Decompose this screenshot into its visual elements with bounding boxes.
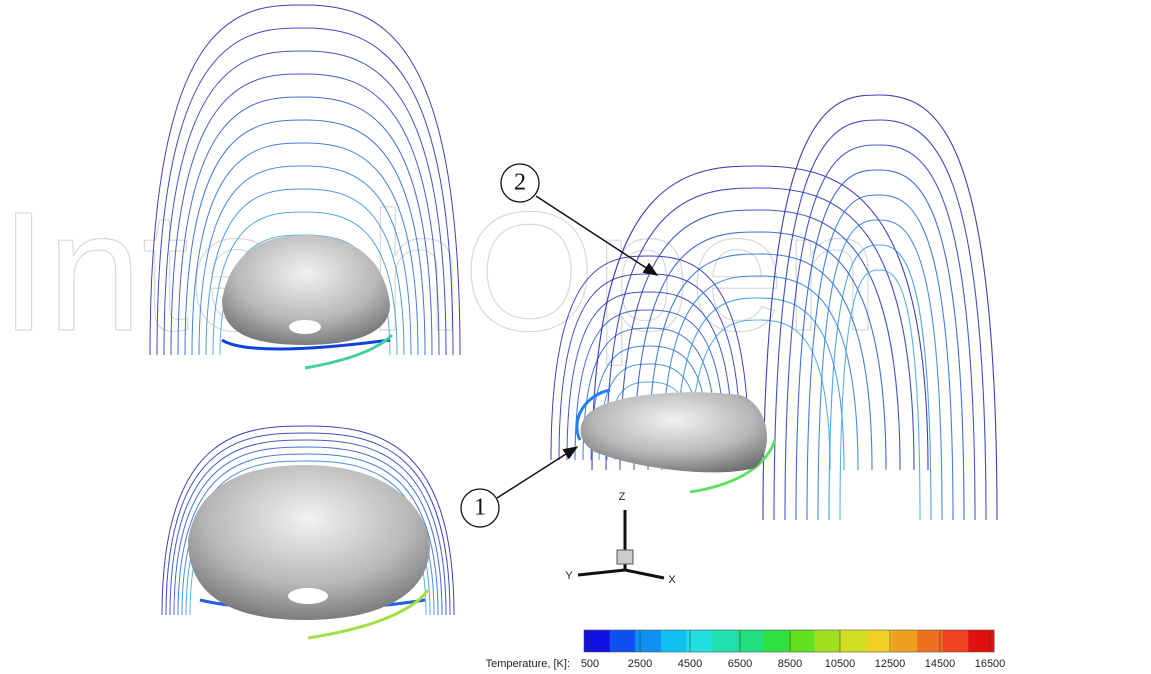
axis-triad xyxy=(578,510,664,578)
callout-label: 1 xyxy=(474,495,486,521)
colorbar-segment xyxy=(943,630,969,652)
colorbar-tick-label: 8500 xyxy=(778,658,802,670)
colorbar-label: Temperature, [K]: xyxy=(486,658,570,670)
colorbar-segment xyxy=(661,630,687,652)
colorbar-tick-label: 16500 xyxy=(975,658,1006,670)
figure: IntechOpen 2 1 Z Y X Temperature, [K]: 5… xyxy=(0,0,1151,674)
colorbar-segment xyxy=(687,630,713,652)
colorbar-segment xyxy=(789,630,815,652)
colorbar: 500 2500 4500 6500 8500 10500 12500 14500 16500 xyxy=(581,630,1005,670)
axis-label: Y xyxy=(565,570,573,582)
colorbar-tick-label: 6500 xyxy=(728,658,752,670)
axis-label: Z xyxy=(619,491,626,503)
highlight xyxy=(289,320,321,334)
colorbar-tick-label: 4500 xyxy=(678,658,702,670)
colorbar-tick-label: 500 xyxy=(581,658,599,670)
colorbar-segment xyxy=(610,630,636,652)
colorbar-segment xyxy=(968,630,994,652)
colorbar-segment xyxy=(738,630,764,652)
colorbar-segment xyxy=(712,630,738,652)
colorbar-segment xyxy=(763,630,789,652)
colorbar-segment xyxy=(584,630,610,652)
colorbar-tick-label: 2500 xyxy=(628,658,652,670)
watermark: IntechOpen xyxy=(0,177,879,367)
capsule-side-view xyxy=(580,392,767,472)
colorbar-tick-label: 10500 xyxy=(825,658,856,670)
arrow xyxy=(497,447,577,498)
colorbar-tick-label: 12500 xyxy=(875,658,906,670)
callout-label: 2 xyxy=(514,170,526,196)
colorbar-segment xyxy=(892,630,918,652)
colorbar-segment xyxy=(635,630,661,652)
colorbar-segment xyxy=(866,630,892,652)
colorbar-segment xyxy=(815,630,841,652)
axis-label: X xyxy=(668,574,676,586)
colorbar-tick-label: 14500 xyxy=(925,658,956,670)
highlight xyxy=(288,588,328,604)
colorbar-segment xyxy=(917,630,943,652)
colorbar-segment xyxy=(840,630,866,652)
contour xyxy=(840,270,920,520)
